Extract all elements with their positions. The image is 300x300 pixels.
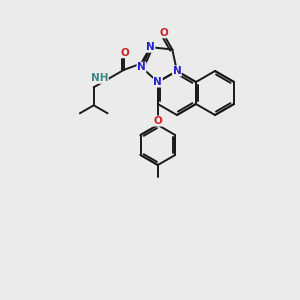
Text: O: O [121,48,129,58]
Text: N: N [137,62,146,72]
Text: NH: NH [91,73,108,83]
Text: O: O [154,116,162,126]
Text: N: N [172,66,181,76]
Text: N: N [154,77,162,87]
Text: N: N [146,42,155,52]
Text: O: O [159,28,168,38]
